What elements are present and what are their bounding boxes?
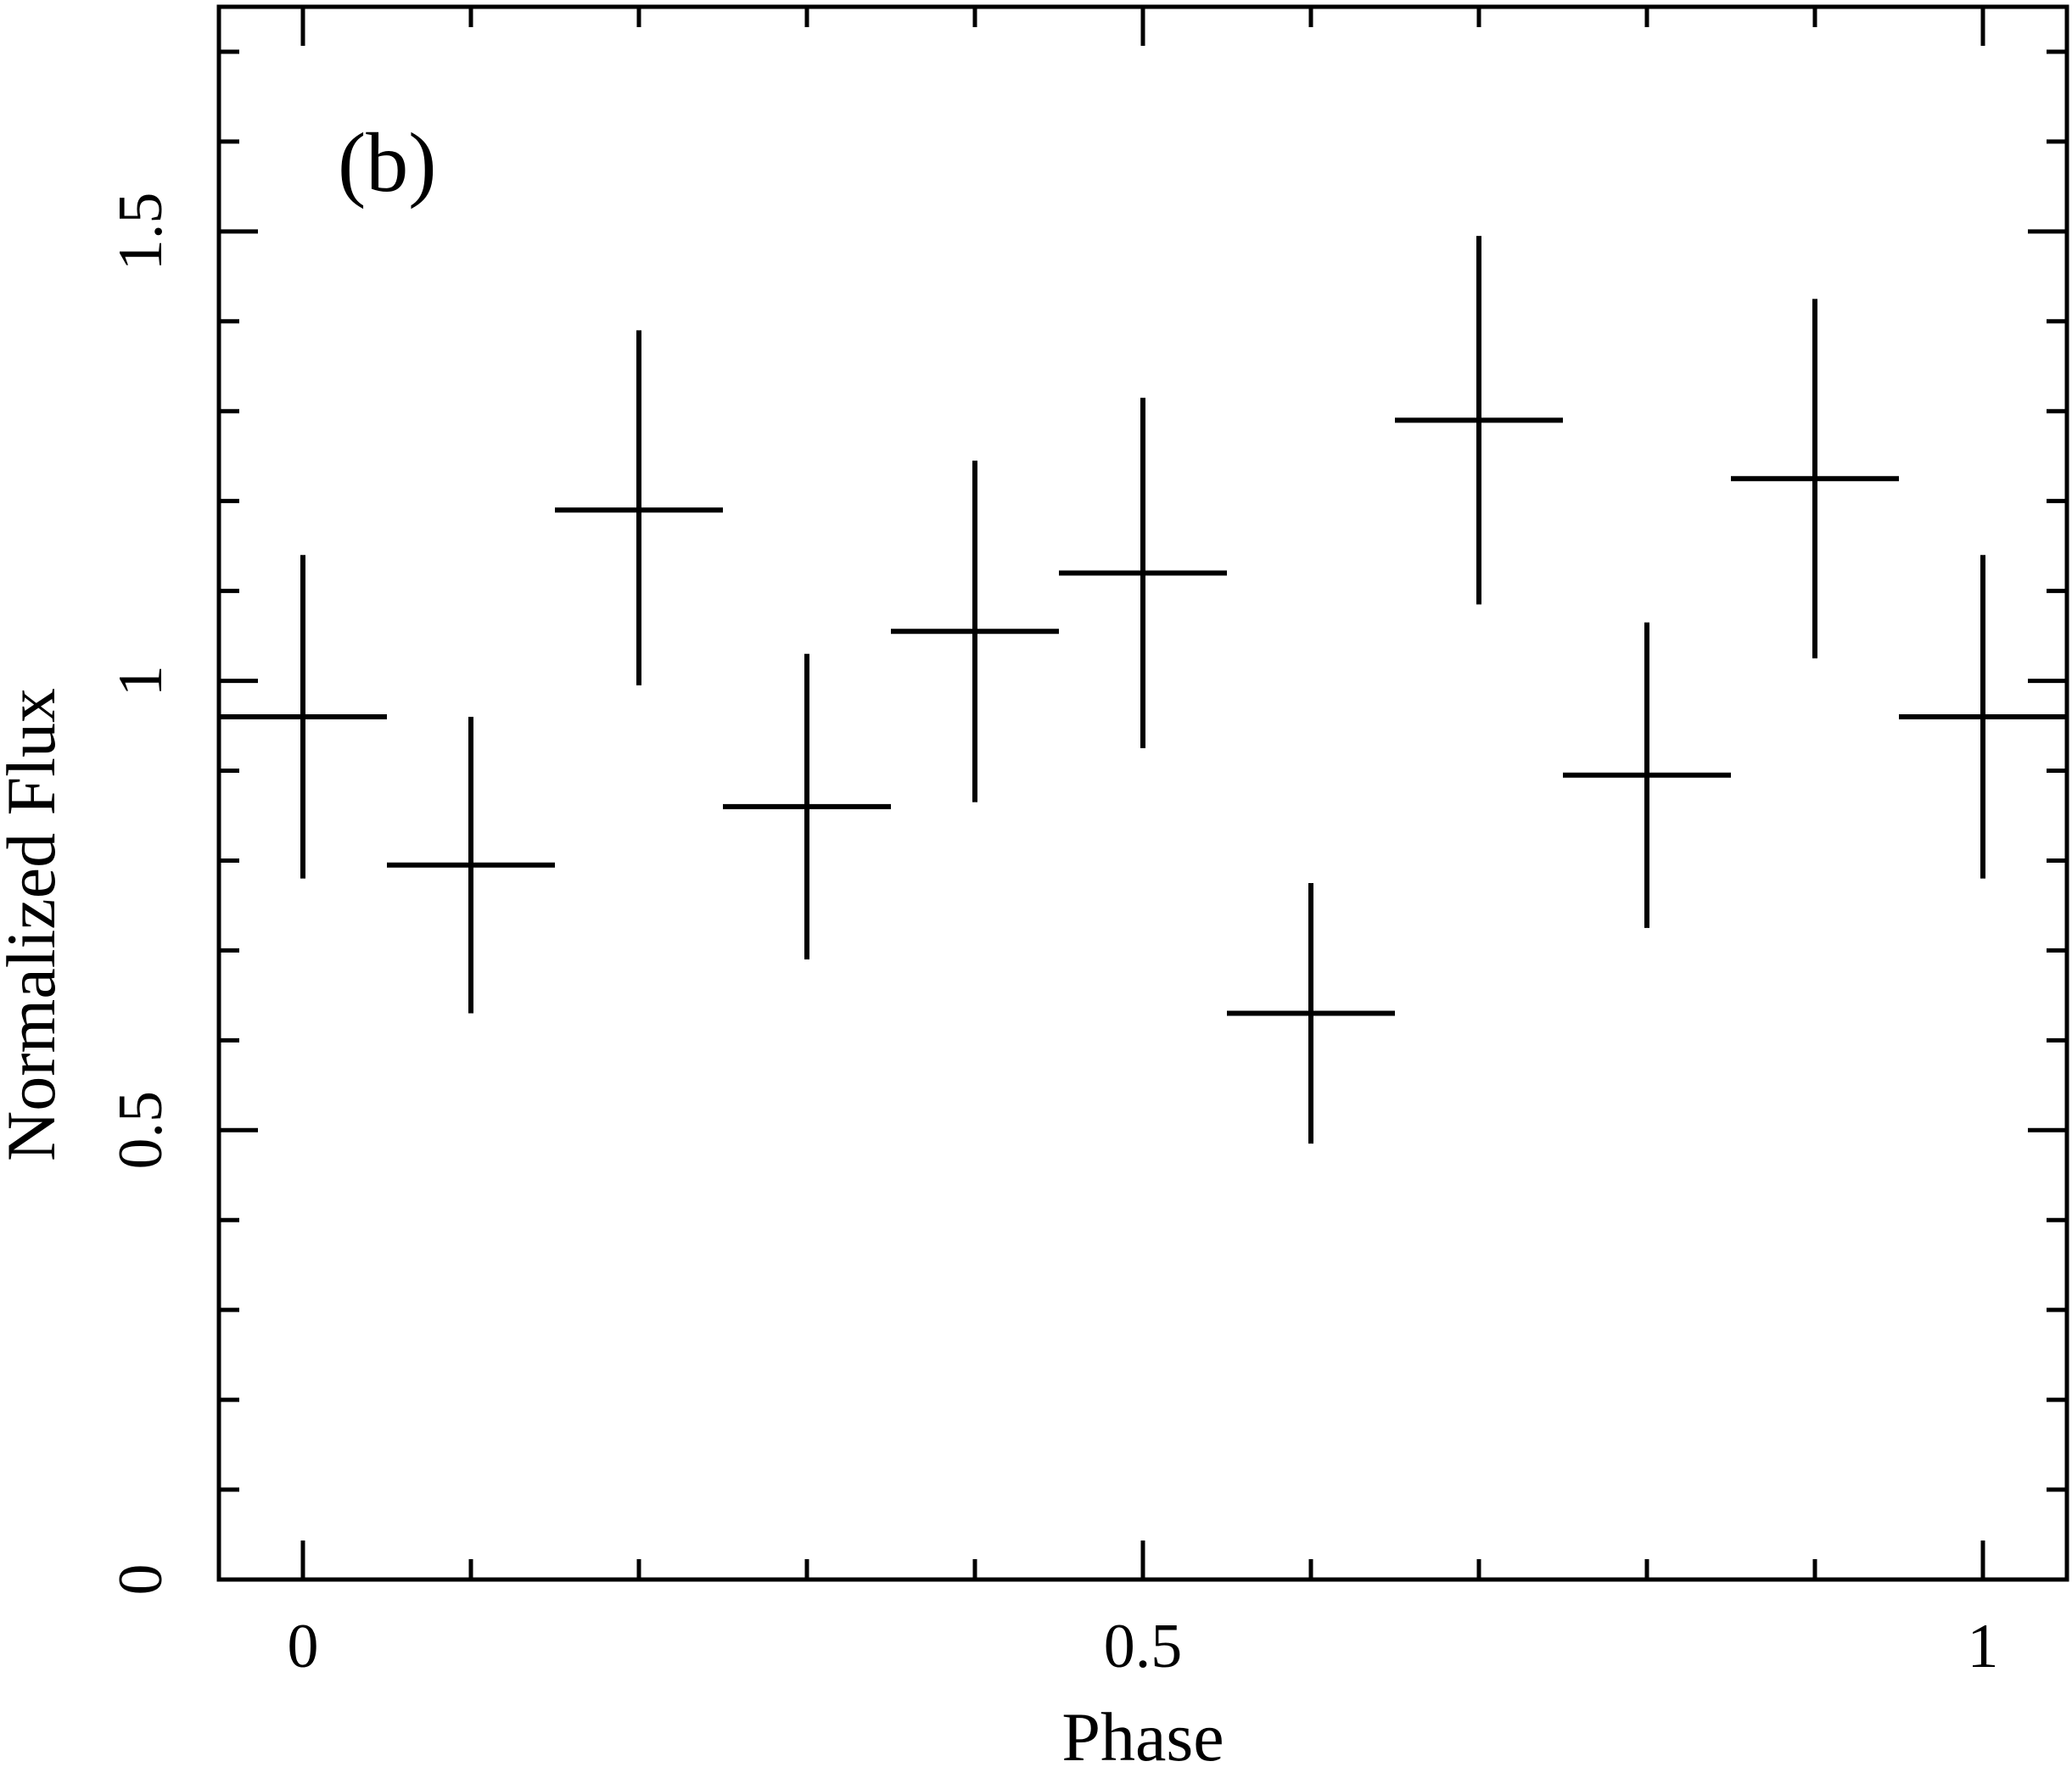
data-point bbox=[1395, 236, 1563, 605]
x-tick-label: 0 bbox=[288, 1612, 319, 1681]
y-tick-label: 1.5 bbox=[106, 193, 176, 271]
data-point bbox=[891, 461, 1059, 802]
data-point bbox=[219, 555, 387, 879]
x-axis-label: Phase bbox=[1061, 1698, 1224, 1767]
data-point bbox=[1731, 299, 1899, 659]
data-point bbox=[1227, 882, 1395, 1144]
plot-frame bbox=[216, 4, 2069, 1582]
data-points bbox=[219, 236, 2067, 1144]
data-point bbox=[723, 653, 891, 959]
data-point bbox=[1059, 397, 1227, 749]
axis-tick-labels: 0 0.5 1 0 0.5 1 1.5 bbox=[106, 193, 1999, 1681]
x-tick-label: 0.5 bbox=[1104, 1612, 1183, 1681]
data-point bbox=[1563, 622, 1731, 928]
data-point bbox=[387, 716, 555, 1014]
y-tick-label: 0.5 bbox=[106, 1091, 176, 1170]
y-tick-label: 1 bbox=[106, 665, 176, 696]
panel-annotation: (b) bbox=[338, 115, 437, 210]
x-tick-label: 1 bbox=[1968, 1612, 1999, 1681]
data-point bbox=[1899, 555, 2067, 879]
y-axis-label: Normalized Flux bbox=[0, 688, 70, 1161]
y-tick-label: 0 bbox=[106, 1564, 176, 1596]
data-point bbox=[555, 330, 723, 685]
axis-ticks bbox=[219, 7, 2067, 1582]
